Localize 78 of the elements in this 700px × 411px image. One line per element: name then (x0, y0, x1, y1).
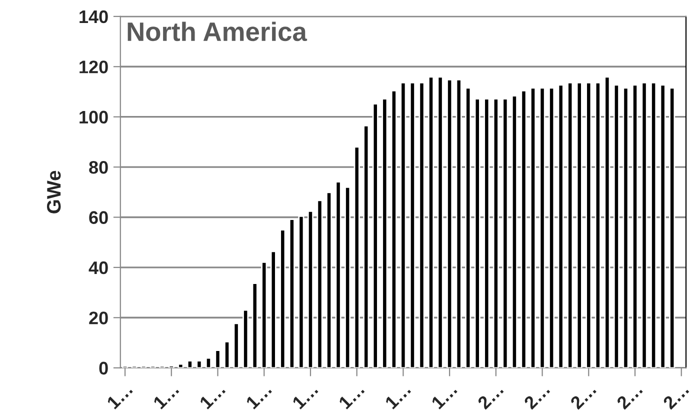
x-tick-label: 1… (246, 382, 272, 410)
bar (576, 82, 582, 368)
bar (511, 95, 518, 368)
y-tick-label: 60 (89, 211, 108, 224)
bar (539, 87, 546, 368)
bar (390, 90, 397, 368)
bar (344, 186, 351, 368)
bar (660, 84, 666, 368)
bar (354, 146, 360, 368)
bar (474, 98, 480, 368)
bar (178, 363, 184, 368)
bar (456, 79, 462, 368)
bar (530, 87, 536, 368)
bar (326, 192, 332, 368)
bar (242, 309, 249, 368)
x-tick-label: 2… (570, 382, 596, 410)
bar (224, 341, 230, 368)
x-tick-label: 1… (292, 382, 318, 410)
x-tick-label: 2… (662, 382, 690, 410)
bar (298, 216, 304, 368)
y-tick-label: 40 (88, 261, 108, 274)
bar (252, 282, 258, 368)
bar (196, 360, 202, 368)
bar (632, 84, 638, 368)
bar (567, 82, 574, 368)
bar (622, 87, 629, 368)
bar (382, 98, 388, 368)
bar (288, 218, 295, 368)
bar (186, 360, 193, 368)
bar (548, 87, 555, 368)
bar (465, 87, 472, 368)
bar (418, 82, 425, 368)
bar (650, 82, 657, 368)
bar (335, 181, 342, 368)
bar (428, 76, 434, 368)
y-tick-label: 20 (89, 312, 108, 324)
bar (372, 103, 378, 368)
x-tick-label: 1… (199, 382, 226, 410)
bar (261, 261, 268, 368)
bar (437, 76, 444, 368)
x-tick-label: 2… (616, 382, 643, 410)
x-tick-label: 1… (384, 382, 412, 410)
bar (446, 79, 453, 368)
bar (558, 84, 564, 368)
bar (586, 82, 592, 368)
bar (641, 82, 648, 368)
y-tick-label: 120 (80, 60, 108, 74)
x-tick-label: 1… (152, 382, 180, 410)
bar (492, 98, 499, 368)
bar (613, 84, 620, 368)
bar (669, 87, 676, 368)
x-tick-label: 2… (523, 382, 550, 410)
bar (363, 124, 370, 368)
bar (168, 365, 174, 368)
bar (233, 322, 240, 368)
x-tick-label: 1… (106, 382, 133, 410)
x-tick-label: 1… (338, 382, 365, 410)
bar (270, 250, 276, 368)
y-tick-label: 140 (80, 10, 108, 24)
y-axis-title: GWe (46, 170, 61, 214)
bar (502, 98, 508, 368)
bar (409, 82, 416, 368)
y-tick-label: 100 (80, 110, 108, 124)
y-tick-label: 80 (89, 160, 108, 174)
bar (604, 76, 610, 368)
chart-title: North America (128, 22, 308, 42)
bar (307, 210, 314, 368)
bar (205, 357, 212, 368)
bar (316, 200, 323, 368)
bar (594, 82, 601, 368)
bar (520, 90, 527, 368)
x-tick-label: 1… (430, 382, 458, 410)
bar (214, 350, 221, 368)
bar (484, 98, 490, 368)
bar (400, 82, 406, 368)
y-tick-label: 0 (99, 362, 108, 375)
bar (280, 229, 286, 368)
x-tick-label: 2… (476, 382, 504, 410)
